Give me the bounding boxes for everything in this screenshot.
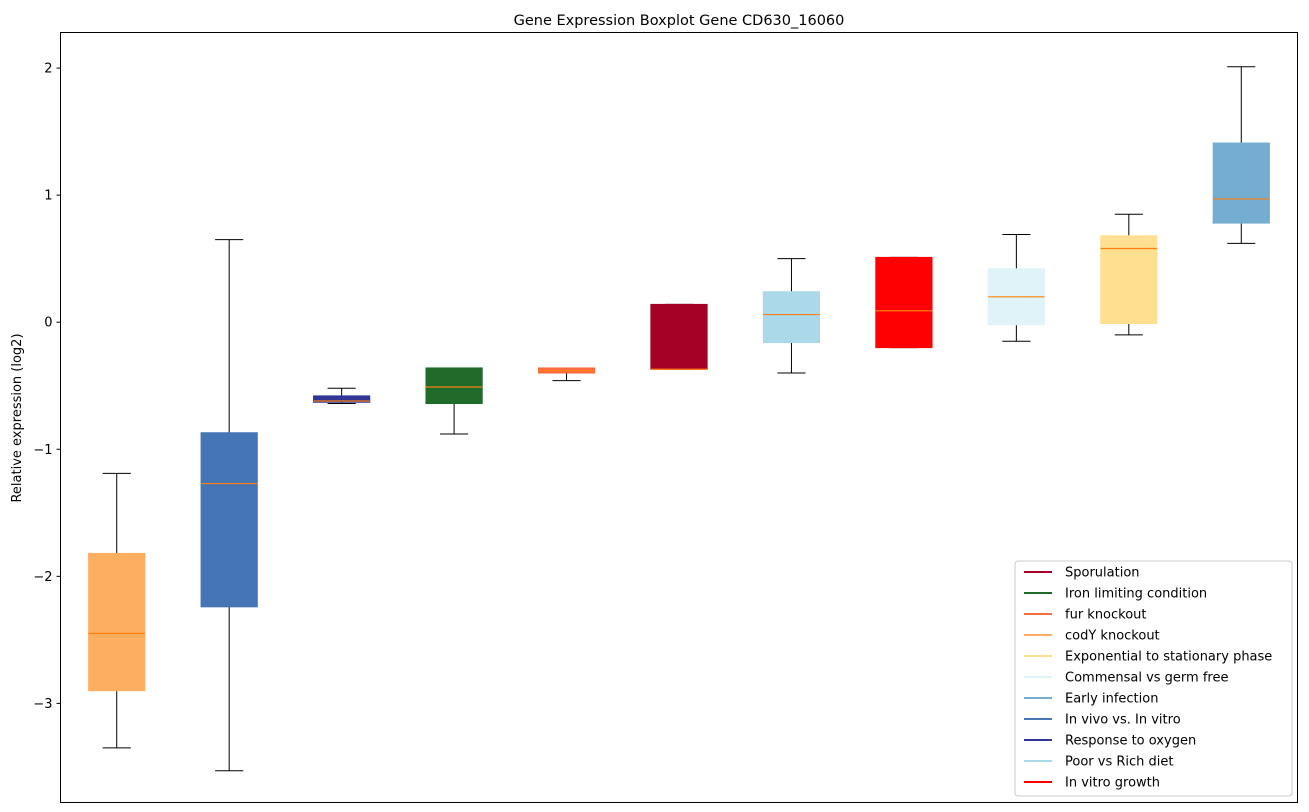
- y-tick-label: −3: [33, 697, 52, 712]
- box-iqr: [762, 291, 821, 344]
- box-iqr: [875, 256, 933, 349]
- box-group: [650, 303, 708, 370]
- box-group: [987, 234, 1045, 342]
- legend-label: Exponential to stationary phase: [1065, 650, 1272, 665]
- y-tick-label: −2: [33, 570, 52, 585]
- legend-entry: In vivo vs. In vitro: [1024, 713, 1181, 728]
- legend-entry: Commensal vs germ free: [1024, 671, 1228, 686]
- legend: Sporulation Iron limiting condition fur kn…: [1014, 560, 1293, 797]
- box-group: [313, 387, 371, 405]
- chart-title: Gene Expression Boxplot Gene CD630_16060: [514, 13, 845, 29]
- boxes-layer: [88, 66, 1270, 772]
- legend-label: Response to oxygen: [1065, 734, 1196, 749]
- box-group: [425, 367, 483, 435]
- legend-entry: Sporulation: [1024, 566, 1140, 581]
- legend-label: codY knockout: [1065, 629, 1160, 644]
- box-group: [88, 472, 146, 749]
- box-group: [537, 367, 596, 382]
- y-axis: 2 1 0 −1 −2 −3: [33, 62, 61, 712]
- box-iqr: [1100, 235, 1158, 324]
- legend-entry: Poor vs Rich diet: [1024, 755, 1173, 770]
- box-iqr: [88, 552, 146, 692]
- legend-entry: Response to oxygen: [1024, 734, 1196, 749]
- box-group: [1212, 66, 1270, 244]
- legend-entry: Iron limiting condition: [1024, 587, 1207, 602]
- box-iqr: [200, 432, 258, 608]
- legend-entry: Early infection: [1024, 692, 1158, 707]
- legend-label: fur knockout: [1065, 608, 1147, 623]
- box-iqr: [650, 303, 708, 370]
- y-tick-label: 2: [44, 62, 52, 77]
- legend-label: Iron limiting condition: [1065, 587, 1207, 602]
- legend-label: Poor vs Rich diet: [1065, 755, 1173, 770]
- legend-frame: [1014, 560, 1293, 797]
- y-tick-label: 1: [44, 189, 52, 204]
- box-iqr: [313, 395, 371, 403]
- box-group: [1100, 213, 1158, 336]
- y-axis-label: Relative expression (log2): [10, 333, 25, 502]
- box-group: [200, 239, 258, 772]
- legend-entry: codY knockout: [1024, 629, 1160, 644]
- box-iqr: [425, 367, 483, 405]
- legend-label: Commensal vs germ free: [1065, 671, 1228, 686]
- legend-label: In vitro growth: [1065, 776, 1160, 791]
- legend-label: Sporulation: [1065, 566, 1140, 581]
- plot-frame: [60, 32, 1298, 803]
- box-iqr: [1212, 142, 1270, 224]
- legend-label: Early infection: [1065, 692, 1158, 707]
- y-tick-label: 0: [44, 316, 52, 331]
- legend-entry: In vitro growth: [1024, 776, 1160, 791]
- box-group: [762, 258, 821, 374]
- y-tick-label: −1: [33, 443, 52, 458]
- box-group: [875, 256, 933, 349]
- legend-label: In vivo vs. In vitro: [1065, 713, 1181, 728]
- legend-entry: Exponential to stationary phase: [1024, 650, 1272, 665]
- legend-entry: fur knockout: [1024, 608, 1147, 623]
